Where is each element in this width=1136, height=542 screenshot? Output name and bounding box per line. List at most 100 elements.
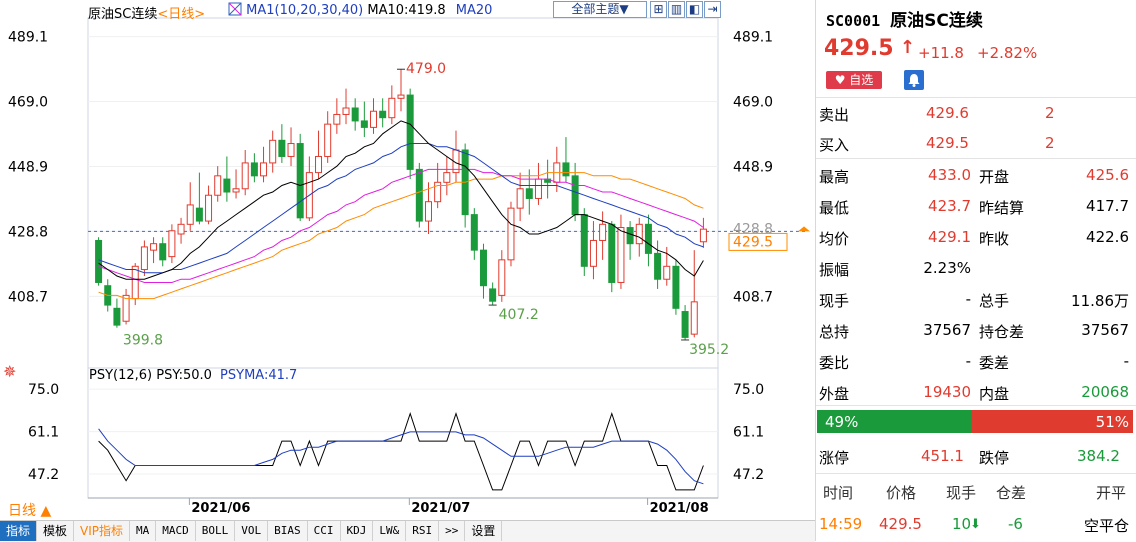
candle-body <box>434 181 442 203</box>
kline-chart-area[interactable]: 489.1 489.1 469.0 469.0 448.9 448.9 428.8 408.7… <box>0 0 815 542</box>
candle-body <box>507 207 515 261</box>
stat-value: - <box>1123 352 1129 370</box>
candle-body <box>608 223 616 283</box>
candle-body <box>534 178 542 199</box>
price-axis-right-label: 408.7 <box>733 289 773 305</box>
psy-legend: PSY(12,6) PSY:50.0 PSYMA:41.7 <box>89 368 297 383</box>
candle-body <box>644 223 652 254</box>
quote-title: SC0001 原油SC连续 <box>826 6 983 31</box>
date-label: 2021/08 <box>650 501 709 516</box>
candle-body <box>232 188 240 193</box>
candle-body <box>315 155 323 174</box>
split-icon[interactable]: ◧ <box>686 1 703 18</box>
stat-label: 最高 <box>819 168 850 186</box>
indicator-pane-frame <box>87 367 719 499</box>
tab-vol[interactable]: VOL <box>235 521 269 541</box>
expand-icon[interactable]: ⊞ <box>650 1 667 18</box>
candle-body <box>95 239 103 283</box>
ma10-line <box>98 120 704 280</box>
period-tag[interactable]: <日线> <box>157 7 206 22</box>
tab-kdj[interactable]: KDJ <box>341 521 374 541</box>
candle-body <box>150 243 158 251</box>
exit-icon[interactable]: ⇥ <box>704 1 721 18</box>
stat-value: 37567 <box>1081 321 1129 339</box>
tab-indicators[interactable]: 指标 <box>0 521 38 541</box>
price-axis-left-label: 448.9 <box>8 159 48 175</box>
candle-body <box>580 214 588 267</box>
psyma-line <box>98 428 704 485</box>
current-price-tag <box>728 232 788 251</box>
ma-params: MA1(10,20,30,40) <box>246 3 364 18</box>
price-change-pct: +2.82% <box>977 44 1038 62</box>
stat-row: 最高 433.0 开盘 425.6 <box>816 160 1136 190</box>
tab-rsi[interactable]: RSI <box>406 521 440 541</box>
limit-row: 涨停 451.1 跌停 384.2 <box>816 441 1136 471</box>
date-label: 2021/06 <box>191 501 250 516</box>
stat-row: 均价 429.1 昨收 422.6 <box>816 222 1136 252</box>
trade-oi-diff: -6 <box>1008 515 1023 533</box>
stat-row: 总持 37567 持仓差 37567 <box>816 315 1136 345</box>
candle-body <box>177 223 185 235</box>
price-axis-right-label: 469.0 <box>733 95 773 111</box>
candle-body <box>470 214 478 251</box>
candle-body <box>159 243 167 261</box>
stat-row: 振幅 2.23% <box>816 253 1136 283</box>
chart-title: 原油SC连续<日线> <box>88 3 205 22</box>
price-axis-left-label: 469.0 <box>8 95 48 111</box>
candle-body <box>168 230 176 258</box>
stat-row: 最低 423.7 昨结算 417.7 <box>816 191 1136 221</box>
indicator-axis-left-label: 75.0 <box>28 382 59 398</box>
watchlist-button[interactable]: ♥ 自选 <box>826 71 882 89</box>
theme-dropdown[interactable]: 全部主题▼ <box>553 1 647 18</box>
candle-body <box>351 107 359 122</box>
quote-symbol-name: 原油SC连续 <box>890 11 983 31</box>
psyma-value: PSYMA:41.7 <box>220 368 298 383</box>
ma-legend: MA1(10,20,30,40) MA10:419.8 MA20 <box>228 2 492 18</box>
stat-row: 委比 - 委差 - <box>816 346 1136 376</box>
tab-macd[interactable]: MACD <box>156 521 196 541</box>
up-arrow-icon: ↑ <box>900 37 916 58</box>
price-pane-frame <box>87 17 719 369</box>
limit-up-label: 涨停 <box>819 449 850 467</box>
limit-down-price: 384.2 <box>1077 447 1120 465</box>
current-price-marker <box>798 226 810 232</box>
stat-row: 外盘 19430 内盘 20068 <box>816 377 1136 407</box>
limit-up-price: 451.1 <box>921 447 964 465</box>
candle-body <box>562 162 570 177</box>
tab-settings[interactable]: 设置 <box>465 521 503 541</box>
candle-body <box>370 110 378 128</box>
candle-body <box>489 288 497 302</box>
buy-label: 买入 <box>819 136 850 154</box>
price-change: +11.8 <box>918 44 964 62</box>
stat-value: 11.86万 <box>1071 292 1129 310</box>
stat-value: 37567 <box>923 321 971 339</box>
tab-cci[interactable]: CCI <box>308 521 341 541</box>
layout-icon[interactable]: ▥ <box>668 1 685 18</box>
stat-value: 20068 <box>1081 383 1129 401</box>
low-left-annotation: 399.8 <box>123 333 163 349</box>
candle-body <box>241 162 249 190</box>
tab-bias[interactable]: BIAS <box>268 521 308 541</box>
candle-body <box>681 311 689 338</box>
last-price: 429.5 <box>824 36 894 61</box>
candle-body <box>379 110 387 119</box>
tab-template[interactable]: 模板 <box>37 521 75 541</box>
price-axis-right-label: 448.9 <box>733 159 773 175</box>
kline-chart[interactable]: 489.1 489.1 469.0 469.0 448.9 448.9 428.8 408.7… <box>0 0 815 541</box>
stat-value: - <box>965 290 971 308</box>
sell-volume: 2 <box>1045 104 1055 122</box>
candle-body <box>498 259 506 296</box>
candle-body <box>516 188 524 209</box>
tab-lw[interactable]: LW& <box>373 521 407 541</box>
bell-icon[interactable] <box>904 70 924 90</box>
candle-body <box>296 143 304 219</box>
tab-ma[interactable]: MA <box>130 521 157 541</box>
bid-row: 买入 429.5 2 <box>816 128 1136 158</box>
col-open-close: 开平 <box>1096 484 1127 502</box>
sell-label: 卖出 <box>819 106 850 124</box>
tab-boll[interactable]: BOLL <box>196 521 236 541</box>
period-button[interactable]: 日线 ▲ <box>8 503 52 519</box>
tab-more[interactable]: >> <box>439 521 466 541</box>
tab-vip-indicators[interactable]: VIP指标 <box>74 521 131 541</box>
indicator-settings-icon[interactable]: ✵ <box>3 362 17 381</box>
